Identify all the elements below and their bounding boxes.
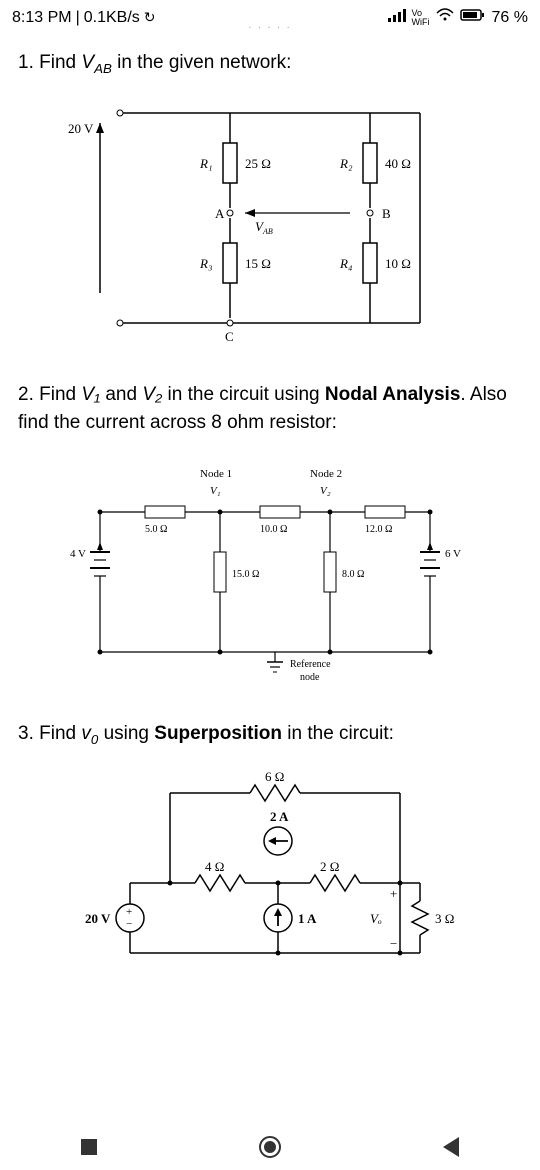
c3-2a: 2 A — [270, 809, 289, 824]
p2-tb: in the circuit using — [162, 384, 325, 405]
p2-num: 2. — [18, 384, 34, 405]
p3-num: 3. — [18, 723, 34, 744]
battery-icon — [460, 8, 486, 27]
p1-var: V — [81, 52, 94, 73]
c3-minus1: − — [126, 918, 132, 930]
p1-tb: in the given network: — [112, 52, 292, 73]
problem-3: 3. Find v0 using Superposition in the ci… — [18, 720, 522, 974]
signal-icon — [388, 8, 406, 27]
p3-tb: using — [98, 723, 154, 744]
c2-n1: Node 1 — [200, 468, 232, 480]
problem-2: 2. Find V₁ and V₂ in the circuit using N… — [18, 381, 522, 692]
c2-r8: 8.0 Ω — [342, 569, 364, 580]
c2-r10: 10.0 Ω — [260, 524, 287, 535]
c3-r4: 4 Ω — [205, 859, 224, 874]
c3-r6: 6 Ω — [265, 769, 284, 784]
c2-r12: 12.0 Ω — [365, 524, 392, 535]
wifi-icon — [436, 8, 454, 27]
status-right: VoWiFi 76 % — [388, 8, 528, 27]
c3-20v: 20 V — [85, 911, 111, 926]
c2-6v: 6 V — [445, 548, 461, 560]
c3-vo: Vₒ — [370, 911, 382, 926]
p1-num: 1. — [18, 52, 34, 73]
clock-icon: ↻ — [144, 9, 156, 26]
nav-back-icon[interactable] — [443, 1137, 459, 1157]
p2-v2: V₂ — [142, 384, 162, 405]
c3-1a: 1 A — [298, 911, 317, 926]
c2-v1: V₁ — [210, 485, 221, 497]
p2-bold: Nodal Analysis — [325, 384, 461, 405]
p3-tc: in the circuit: — [282, 723, 394, 744]
c2-ref: Reference — [290, 659, 331, 670]
status-time: 8:13 PM — [12, 9, 72, 27]
circuit-1: 20 V R₁ 25 Ω A VAB R₂ 40 Ω B — [60, 93, 480, 353]
c1-r2n: R₂ — [339, 156, 353, 171]
c2-v2: V₂ — [320, 485, 331, 497]
c3-plus1: + — [126, 906, 132, 918]
content-area: 1. Find VAB in the given network: 20 V R… — [0, 35, 540, 1015]
android-nav-bar — [0, 1136, 540, 1158]
c1-b: B — [382, 206, 391, 221]
c3-vo-plus: + — [390, 886, 397, 901]
status-left: 8:13 PM | 0.1KB/s ↻ — [12, 9, 156, 27]
c1-r1v: 25 Ω — [245, 156, 271, 171]
nav-home-icon[interactable] — [259, 1136, 281, 1158]
p1-sub: AB — [94, 61, 112, 76]
problem-3-text: 3. Find v0 using Superposition in the ci… — [18, 720, 522, 750]
c2-4v: 4 V — [70, 548, 86, 560]
problem-1-text: 1. Find VAB in the given network: — [18, 49, 522, 79]
problem-2-text: 2. Find V₁ and V₂ in the circuit using N… — [18, 381, 522, 438]
c1-r3v: 15 Ω — [245, 256, 271, 271]
circuit-2: Node 1 V₁ Node 2 V₂ 5.0 Ω 10.0 Ω 12.0 Ω … — [50, 452, 490, 692]
c1-c: C — [225, 329, 234, 344]
p1-ta: Find — [39, 52, 81, 73]
c1-vab: VAB — [255, 219, 273, 236]
c1-a: A — [215, 206, 225, 221]
page-indicator: . . . . . — [248, 20, 291, 31]
c1-r3n: R₃ — [199, 256, 212, 271]
c1-r4n: R₄ — [339, 256, 353, 271]
c3-r2: 2 Ω — [320, 859, 339, 874]
p2-and: and — [100, 384, 142, 405]
battery-pct: 76 % — [492, 9, 528, 27]
c3-vo-minus: − — [390, 936, 397, 951]
c1-r4v: 10 Ω — [385, 256, 411, 271]
c2-r5: 5.0 Ω — [145, 524, 167, 535]
p3-bold: Superposition — [154, 723, 282, 744]
problem-1: 1. Find VAB in the given network: 20 V R… — [18, 49, 522, 353]
c1-r2v: 40 Ω — [385, 156, 411, 171]
circuit-3: 6 Ω 2 A 4 Ω 2 Ω + − — [70, 763, 470, 973]
p2-ta: Find — [39, 384, 81, 405]
status-sep: | — [76, 9, 80, 27]
c3-r3: 3 Ω — [435, 911, 454, 926]
c2-n2: Node 2 — [310, 468, 342, 480]
p3-var: v — [81, 723, 91, 744]
c2-r15: 15.0 Ω — [232, 569, 259, 580]
p3-ta: Find — [39, 723, 81, 744]
c2-ref2: node — [300, 672, 320, 683]
nav-recents-icon[interactable] — [81, 1139, 97, 1155]
status-rate: 0.1KB/s — [84, 9, 140, 27]
p2-v1: V₁ — [81, 384, 100, 405]
vowifi-label: VoWiFi — [412, 9, 430, 27]
c1-vsrc: 20 V — [68, 121, 94, 136]
c1-r1n: R₁ — [199, 156, 212, 171]
